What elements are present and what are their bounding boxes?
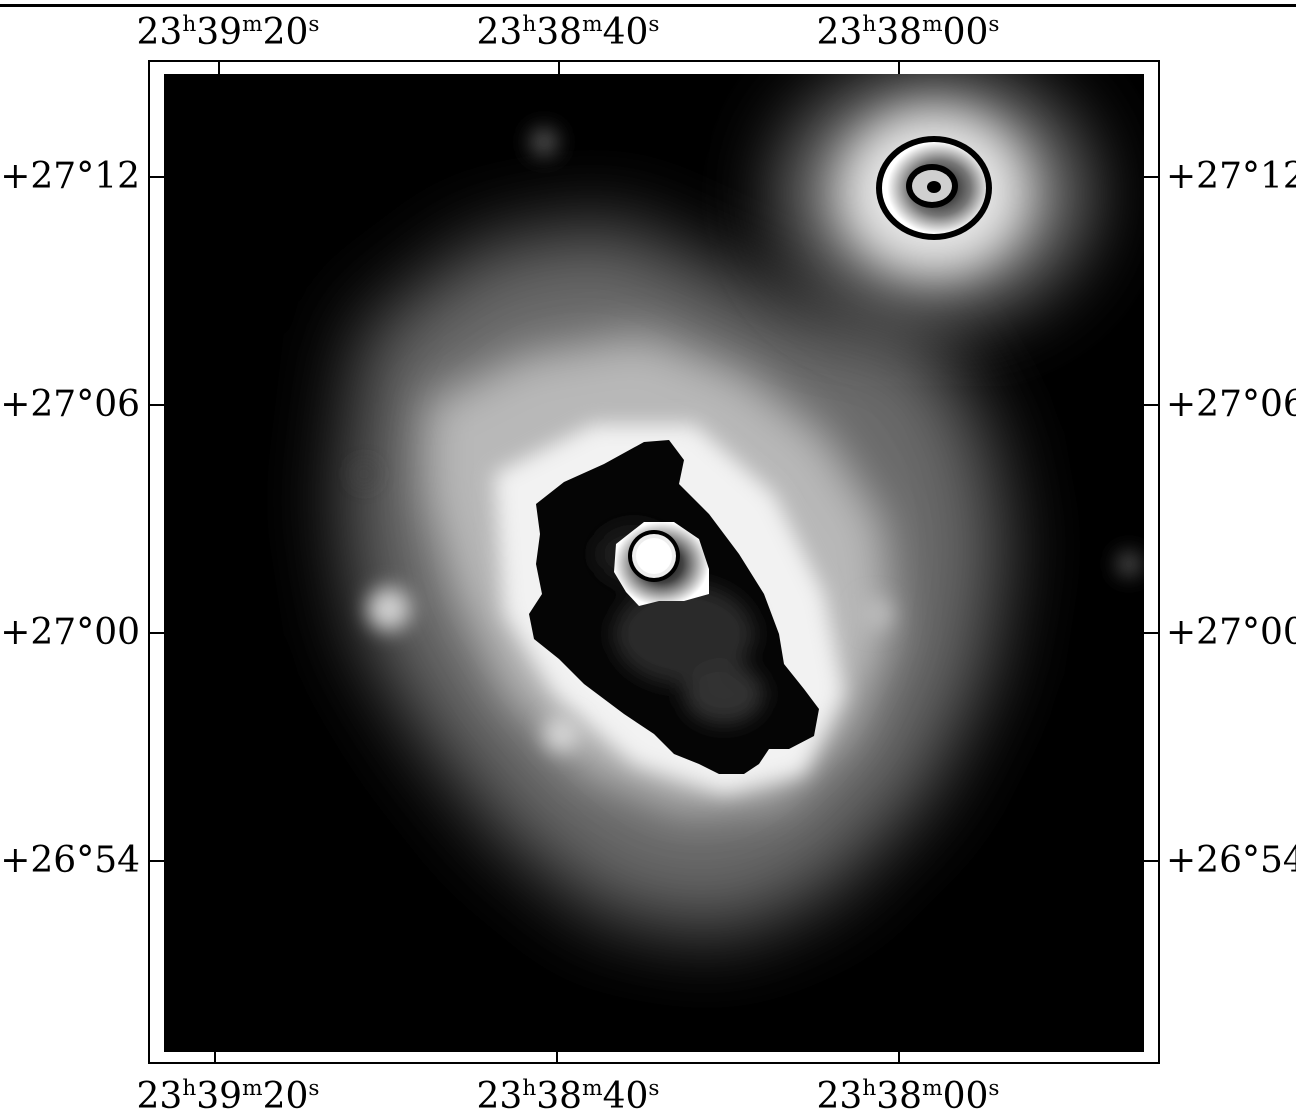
- top-rule: [0, 4, 1296, 7]
- faint-knots: [354, 128, 1141, 752]
- tick-top-2: [558, 60, 560, 74]
- dec-label-right-3: +27°00: [1166, 612, 1296, 653]
- main-wrap-texture: [594, 524, 764, 724]
- sky-image-svg: [344, 74, 1141, 934]
- tick-right-1: [1144, 176, 1160, 178]
- dec-label-right-1: +27°12: [1166, 156, 1296, 197]
- sky-image: [164, 74, 1144, 1052]
- tick-left-4: [148, 860, 164, 862]
- ra-label-top-3: 23h38m00s: [816, 11, 1000, 53]
- tick-right-2: [1144, 404, 1160, 406]
- tick-right-4: [1144, 860, 1160, 862]
- tick-right-3: [1144, 632, 1160, 634]
- dec-label-right-2: +27°06: [1166, 384, 1296, 425]
- tick-top-1: [218, 60, 220, 74]
- dec-label-left-2: +27°06: [0, 384, 140, 425]
- ra-label-top-2: 23h38m40s: [476, 11, 660, 53]
- ra-label-bottom-3: 23h38m00s: [816, 1075, 1000, 1117]
- tick-left-2: [148, 404, 164, 406]
- tick-left-3: [148, 632, 164, 634]
- main-core-peak: [636, 538, 672, 574]
- ra-label-bottom-2: 23h38m40s: [476, 1075, 660, 1117]
- tick-bottom-3: [898, 1050, 900, 1064]
- upper-source-peak: [927, 181, 941, 193]
- dec-label-left-4: +26°54: [0, 840, 140, 881]
- dec-label-left-1: +27°12: [0, 156, 140, 197]
- tick-top-3: [898, 60, 900, 74]
- tick-bottom-1: [214, 1050, 216, 1064]
- dec-label-left-3: +27°00: [0, 612, 140, 653]
- ra-label-top-1: 23h39m20s: [136, 11, 320, 53]
- dec-label-right-4: +26°54: [1166, 840, 1296, 881]
- ra-label-bottom-1: 23h39m20s: [136, 1075, 320, 1117]
- tick-bottom-2: [556, 1050, 558, 1064]
- tick-left-1: [148, 176, 164, 178]
